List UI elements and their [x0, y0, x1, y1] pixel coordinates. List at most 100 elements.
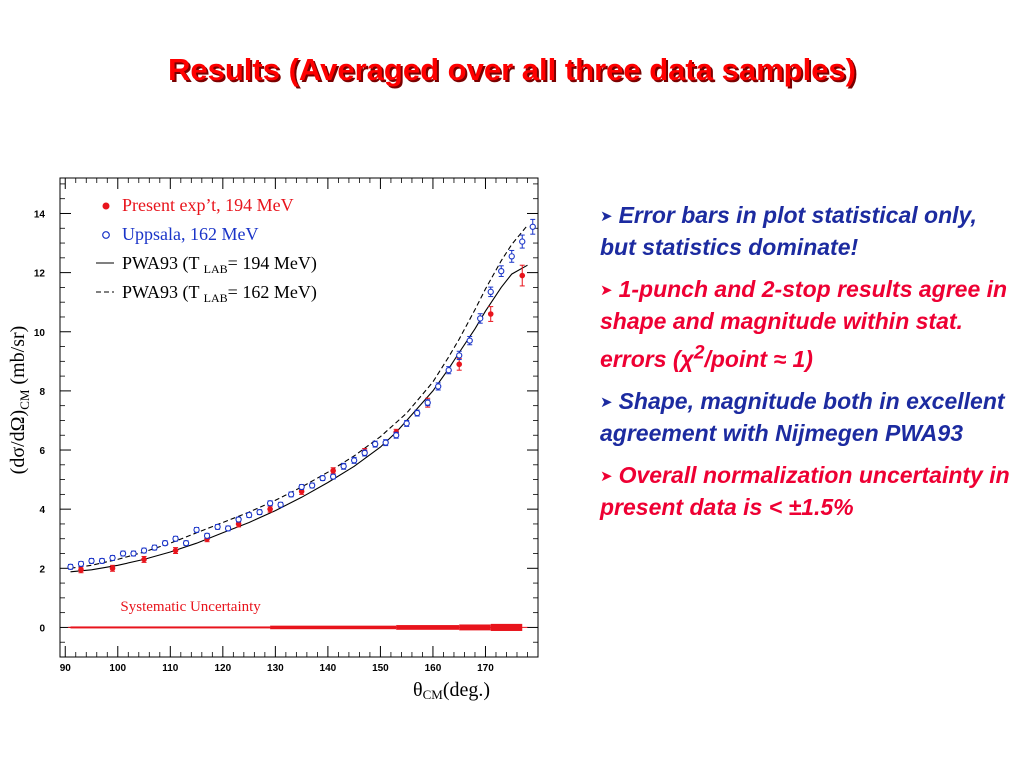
bullet-2: ➤ 1-punch and 2-stop results agree in sha… [600, 274, 1018, 375]
uppsala-data-point [529, 223, 536, 230]
present-data-point [456, 361, 463, 368]
present-data-point [298, 488, 305, 495]
arrow-bullet-icon: ➤ [600, 207, 613, 225]
y-tick-label: 2 [39, 564, 45, 575]
bullet-4: ➤ Overall normalization uncertainty in pr… [600, 460, 1018, 523]
uppsala-data-point [182, 540, 190, 547]
uppsala-data-point [214, 523, 221, 531]
bullet-3: ➤ Shape, magnitude both in excellent agre… [600, 386, 1018, 449]
present-data-point [172, 547, 179, 554]
y-tick-label: 12 [34, 269, 46, 280]
present-data-point [235, 521, 242, 527]
uppsala-data-point [466, 337, 473, 344]
arrow-bullet-icon: ➤ [600, 392, 613, 411]
x-tick-label: 150 [372, 663, 389, 674]
systematic-band-segment [459, 624, 491, 631]
systematic-uncertainty-label: Systematic Uncertainty [120, 599, 261, 615]
uppsala-data-point [224, 525, 232, 532]
present-data-point [78, 566, 84, 573]
uppsala-data-point [519, 238, 526, 245]
systematic-band-segment [490, 623, 523, 631]
systematic-band-segment [70, 626, 271, 629]
uppsala-data-point [119, 550, 127, 557]
uppsala-data-point [151, 544, 158, 551]
y-tick-label: 0 [39, 623, 45, 634]
uppsala-data-point [477, 315, 484, 322]
x-tick-label: 170 [477, 663, 494, 674]
uppsala-data-point [372, 440, 379, 448]
x-axis-label: θCM(deg.) [413, 679, 490, 702]
plot-frame [59, 177, 539, 658]
uppsala-data-point [67, 563, 74, 570]
uppsala-data-point [445, 367, 452, 374]
arrow-bullet-icon: ➤ [600, 466, 613, 485]
uppsala-data-point [98, 557, 106, 565]
uppsala-data-point [351, 457, 358, 464]
systematic-band-segment [396, 625, 460, 630]
x-tick-label: 90 [60, 663, 72, 674]
uppsala-data-point [319, 474, 326, 482]
uppsala-data-point [508, 253, 515, 260]
y-tick-label: 6 [39, 446, 45, 457]
uppsala-data-point [287, 491, 295, 498]
uppsala-data-point [393, 432, 400, 439]
legend-label: PWA93 (T LAB= 162 MeV) [122, 282, 317, 305]
uppsala-data-point [456, 352, 463, 359]
uppsala-data-point [329, 473, 337, 480]
uppsala-data-point [172, 535, 179, 542]
x-tick-label: 140 [320, 663, 337, 674]
uppsala-data-point [140, 547, 148, 554]
uppsala-data-point [308, 482, 316, 489]
y-tick-label: 8 [39, 387, 45, 398]
x-tick-label: 110 [162, 663, 179, 674]
bullet-3-text: Shape, magnitude both in excellent agree… [600, 387, 1005, 446]
bullet-4-text: Overall normalization uncertainty in pre… [600, 461, 1010, 520]
legend-label: PWA93 (T LAB= 194 MeV) [122, 253, 317, 276]
pwa93-194-curve [70, 264, 528, 573]
uppsala-data-point [203, 532, 211, 539]
slide-title: Results (Averaged over all three data sa… [167, 52, 856, 87]
uppsala-data-point [498, 267, 505, 275]
legend-present-symbol [102, 202, 110, 210]
bullet-list: ➤ Error bars in plot statistical only, bu… [600, 200, 1018, 534]
uppsala-data-point [435, 383, 442, 390]
uppsala-data-point [245, 511, 253, 519]
uppsala-data-point [130, 550, 137, 557]
legend-uppsala-symbol [102, 231, 110, 239]
present-data-point [487, 311, 494, 317]
uppsala-data-point [109, 554, 116, 562]
uppsala-data-point [340, 463, 347, 470]
legend-label: Uppsala, 162 MeV [122, 224, 258, 244]
present-data-point [141, 556, 147, 563]
y-tick-label: 14 [34, 209, 46, 220]
bullet-1: ➤ Error bars in plot statistical only, bu… [600, 200, 1018, 263]
bullet-1-text: Error bars in plot statistical only, but… [600, 202, 977, 260]
uppsala-data-point [361, 449, 368, 457]
x-tick-label: 120 [214, 663, 231, 674]
uppsala-data-point [487, 288, 494, 295]
uppsala-data-point [77, 560, 85, 568]
uppsala-data-point [403, 420, 410, 427]
pwa93-162-curve [70, 224, 528, 569]
x-tick-label: 160 [425, 663, 442, 674]
uppsala-data-point [161, 540, 169, 547]
uppsala-data-point [424, 399, 431, 406]
uppsala-data-point [298, 483, 305, 491]
uppsala-data-point [414, 409, 421, 417]
present-data-point [109, 565, 116, 572]
uppsala-data-point [277, 501, 284, 508]
uppsala-data-point [235, 516, 242, 523]
uppsala-data-point [382, 439, 389, 446]
bullet-2-text: 1-punch and 2-stop results agree in shap… [600, 276, 1008, 372]
uppsala-data-point [193, 526, 200, 534]
legend-label: Present exp’t, 194 MeV [122, 195, 294, 215]
present-data-point [519, 272, 526, 279]
chart: 0 2 4 6 8 10 12 14 90 100 110 120 130 140 150 160 170 Pr… [7, 177, 539, 702]
x-tick-label: 130 [267, 663, 284, 674]
y-tick-label: 10 [34, 328, 46, 339]
uppsala-data-point [266, 500, 274, 507]
y-tick-label: 4 [39, 505, 45, 516]
x-tick-label: 100 [109, 663, 126, 674]
uppsala-data-point [256, 508, 263, 516]
present-data-point [330, 467, 336, 474]
